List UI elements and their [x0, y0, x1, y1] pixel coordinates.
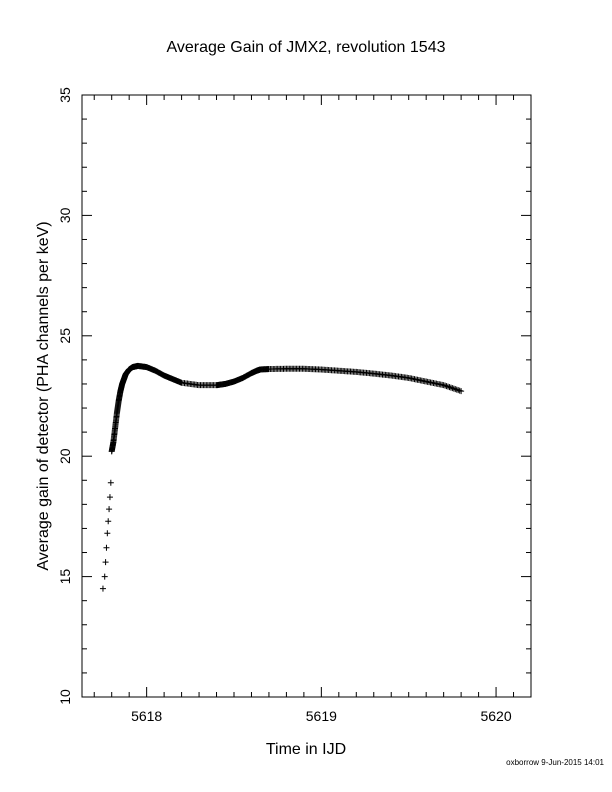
data-point: [450, 385, 457, 392]
footer-credit: oxborrow 9-Jun-2015 14:01: [506, 758, 604, 767]
data-point: [442, 382, 449, 389]
data-point: [447, 384, 454, 391]
y-tick-label: 35: [57, 87, 73, 103]
data-point: [99, 585, 106, 592]
chart-title: Average Gain of JMX2, revolution 1543: [167, 39, 446, 56]
data-point: [456, 387, 463, 394]
data-point: [106, 494, 113, 501]
data-point: [458, 388, 465, 395]
data-point: [421, 378, 428, 385]
x-tick-label: 5618: [131, 708, 162, 724]
y-tick-label: 10: [57, 689, 73, 705]
x-axis-label: Time in IJD: [266, 741, 346, 758]
plot-frame: [81, 94, 532, 698]
y-axis-label: Average gain of detector (PHA channels p…: [35, 221, 52, 570]
data-point: [107, 479, 114, 486]
data-series-points: [99, 362, 465, 592]
data-point: [102, 559, 109, 566]
data-point: [445, 383, 452, 390]
data-point: [404, 374, 411, 381]
data-point: [101, 573, 108, 580]
data-point: [443, 383, 450, 390]
y-tick-label: 15: [57, 569, 73, 585]
y-tick-label: 20: [57, 448, 73, 464]
data-point: [446, 384, 453, 391]
data-point: [453, 386, 460, 393]
data-point: [439, 381, 446, 388]
x-tick-label: 5620: [480, 708, 511, 724]
x-axis-ticks: 5618 5619 5620: [93, 95, 532, 724]
data-point: [104, 530, 111, 537]
data-point: [103, 544, 110, 551]
data-point: [455, 387, 462, 394]
data-point: [105, 518, 112, 525]
data-point: [449, 385, 456, 392]
data-point: [452, 386, 459, 393]
y-axis-ticks: 10 15 20 25 30 35: [57, 87, 531, 705]
data-point: [106, 506, 113, 513]
y-tick-label: 25: [57, 328, 73, 344]
x-tick-label: 5619: [306, 708, 337, 724]
y-tick-label: 30: [57, 207, 73, 223]
